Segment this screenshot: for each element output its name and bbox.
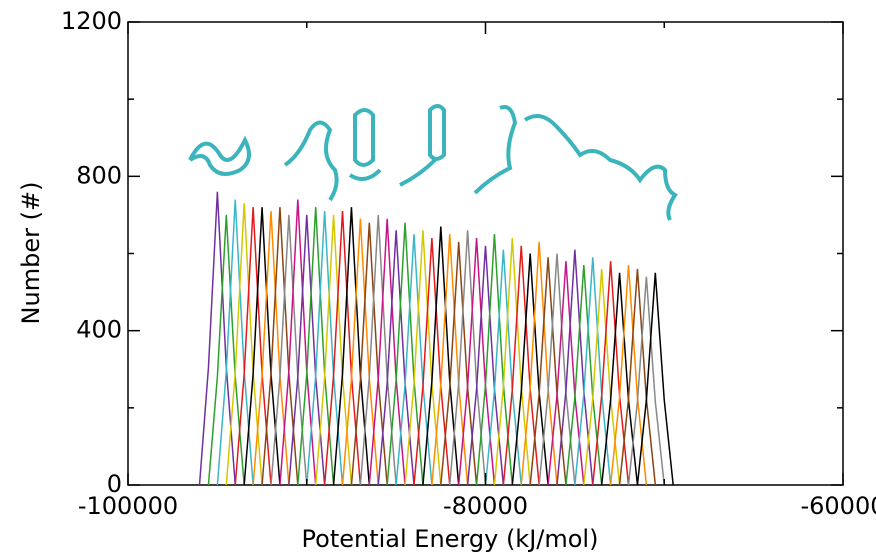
y-axis-title: Number (#): [17, 182, 45, 325]
y-tick-label: 1200: [61, 7, 122, 35]
histogram-line: [592, 261, 630, 486]
histogram-line: [234, 207, 272, 486]
histogram-line: [413, 238, 451, 486]
x-tick-label: -80000: [443, 492, 528, 520]
histogram-line: [600, 272, 639, 486]
histogram-line: [225, 203, 263, 486]
histogram-line: [574, 257, 612, 486]
protein-structure: [283, 120, 339, 202]
histogram-line: [332, 207, 371, 486]
histogram-line: [556, 249, 594, 486]
protein-structure: [523, 114, 678, 221]
histogram-line: [502, 245, 540, 486]
histogram-line: [386, 222, 424, 486]
histogram-line: [484, 249, 522, 486]
histogram-line: [359, 214, 397, 486]
histogram-line: [511, 253, 549, 486]
histogram-line: [198, 191, 236, 486]
histogram-line: [252, 211, 290, 486]
histogram-line: [261, 207, 299, 486]
histogram-line: [627, 276, 665, 486]
histogram-line: [243, 207, 281, 486]
y-tick-label: 400: [76, 316, 122, 344]
y-tick-label: 0: [107, 470, 122, 498]
histogram-line: [314, 214, 353, 486]
histogram-line: [538, 253, 576, 486]
histogram-line: [279, 199, 317, 486]
histogram-line: [207, 214, 245, 486]
x-axis-title: Potential Energy (kJ/mol): [302, 525, 599, 553]
histogram-line: [306, 211, 344, 486]
histogram-line: [323, 211, 362, 486]
histogram-line: [493, 238, 531, 486]
histogram-line: [636, 272, 674, 486]
histogram-line: [431, 234, 469, 486]
histogram-line: [609, 265, 648, 486]
x-tick-label: -100000: [78, 492, 178, 520]
histogram-line: [377, 230, 415, 486]
histogram-line: [216, 199, 254, 486]
x-tick-label: -60000: [800, 492, 876, 520]
histogram-line: [350, 222, 388, 486]
histogram-line: [475, 234, 514, 486]
histogram-line: [520, 241, 558, 486]
histogram-line: [529, 257, 567, 486]
histogram-line: [618, 268, 657, 486]
histogram-line: [440, 241, 478, 486]
protein-images: [188, 104, 678, 221]
protein-structure: [348, 108, 382, 181]
histogram-line: [297, 207, 335, 486]
histogram-line: [583, 268, 621, 486]
histogram-line: [422, 226, 460, 486]
histogram-line: [270, 214, 308, 486]
histogram-line: [288, 214, 326, 486]
histogram-line: [395, 234, 433, 486]
histogram-line: [449, 230, 487, 486]
histogram-line: [341, 218, 379, 486]
protein-structure: [399, 104, 446, 187]
histogram-line: [466, 245, 505, 486]
histogram-line: [565, 265, 603, 486]
histogram-line: [547, 261, 585, 486]
y-tick-label: 800: [76, 161, 122, 189]
histogram-line: [368, 218, 406, 486]
histogram-line: [457, 238, 496, 486]
histogram-line: [404, 230, 442, 486]
protein-structure: [188, 135, 251, 176]
protein-structure: [473, 105, 518, 195]
